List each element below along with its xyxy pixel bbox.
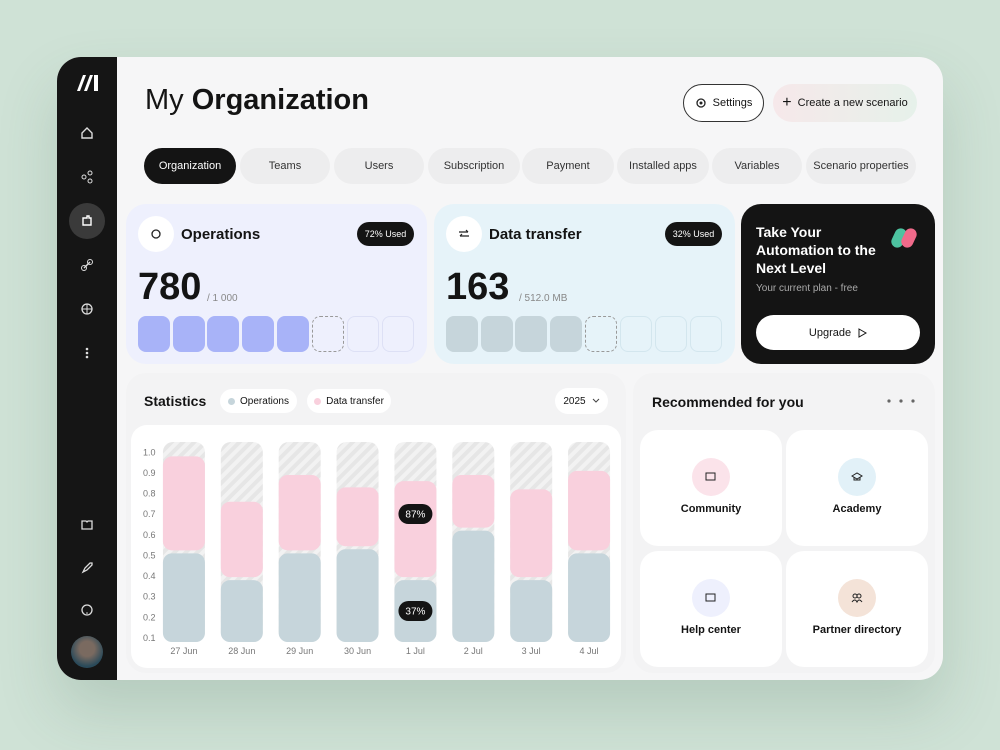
usage-value: 163	[446, 266, 510, 308]
usage-limit: / 512.0 MB	[519, 293, 568, 304]
more-icon[interactable]	[69, 335, 105, 371]
link-icon[interactable]	[69, 247, 105, 283]
usage-block	[620, 316, 652, 352]
tab[interactable]: Subscription	[428, 148, 520, 184]
recommendation-card[interactable]: Help center	[640, 551, 782, 667]
usage-block	[277, 316, 309, 352]
legend-label: Data transfer	[326, 395, 384, 407]
promo-logo	[891, 228, 917, 248]
recommendation-card[interactable]: Community	[640, 430, 782, 546]
usage-limit: / 1 000	[207, 293, 238, 304]
create-button[interactable]: + Create a new scenario	[773, 84, 917, 122]
tab[interactable]: Installed apps	[617, 148, 709, 184]
sidebar	[57, 57, 117, 680]
tab[interactable]: Organization	[144, 148, 236, 184]
avatar[interactable]	[71, 636, 103, 668]
recommendation-card[interactable]: Partner directory	[786, 551, 928, 667]
promo-subtitle: Your current plan - free	[756, 283, 858, 294]
usage-block	[515, 316, 547, 352]
title-bold: Organization	[191, 84, 369, 116]
tab[interactable]: Scenario properties	[806, 148, 916, 184]
help-icon[interactable]	[69, 592, 105, 628]
legend-item[interactable]: Operations	[220, 389, 297, 413]
more-dots[interactable]	[885, 397, 917, 405]
usage-value: 780	[138, 266, 202, 308]
operations-icon	[138, 216, 174, 252]
legend-label: Operations	[240, 395, 289, 407]
usage-block	[655, 316, 687, 352]
home-icon[interactable]	[69, 115, 105, 151]
item-label: Community	[680, 503, 742, 515]
usage-block	[207, 316, 239, 352]
item-label: Help center	[681, 624, 741, 636]
panel-title: Statistics	[144, 393, 207, 409]
globe-icon[interactable]	[69, 291, 105, 327]
usage-block	[446, 316, 478, 352]
year-label: 2025	[563, 395, 586, 407]
usage-block	[382, 316, 414, 352]
docs-icon[interactable]	[69, 507, 105, 543]
settings-label: Settings	[712, 97, 753, 109]
tab[interactable]: Payment	[522, 148, 614, 184]
card-title: Operations	[181, 226, 261, 243]
apps-icon[interactable]	[69, 203, 105, 239]
chart-area	[131, 425, 621, 668]
usage-block	[550, 316, 582, 352]
usage-badge: 72% Used	[357, 222, 414, 246]
operations-card: Operations 72% Used 780 / 1 000	[126, 204, 427, 364]
usage-block	[347, 316, 379, 352]
logo	[77, 75, 98, 91]
item-icon	[838, 458, 876, 496]
year-select[interactable]: 2025	[555, 388, 608, 414]
usage-block	[138, 316, 170, 352]
item-icon	[838, 579, 876, 617]
panel-title: Recommended for you	[652, 394, 804, 410]
usage-block	[690, 316, 722, 352]
create-label: Create a new scenario	[797, 97, 908, 109]
usage-block	[585, 316, 617, 352]
upgrade-label: Upgrade	[808, 326, 852, 339]
promo-title: Take Your Automation to the Next Level	[756, 224, 876, 276]
data-transfer-card: Data transfer 32% Used 163 / 512.0 MB	[434, 204, 735, 364]
title-light: My	[145, 84, 184, 116]
recommendation-card[interactable]: Academy	[786, 430, 928, 546]
statistics-panel: Statistics Operations Data transfer 2025	[126, 373, 626, 673]
usage-badge: 32% Used	[665, 222, 722, 246]
tab[interactable]: Users	[334, 148, 424, 184]
tab[interactable]: Variables	[712, 148, 802, 184]
usage-block	[242, 316, 274, 352]
item-label: Academy	[832, 503, 882, 515]
legend-item[interactable]: Data transfer	[307, 389, 391, 413]
settings-button[interactable]: Settings	[683, 84, 764, 122]
transfer-icon	[446, 216, 482, 252]
item-icon	[692, 458, 730, 496]
tab[interactable]: Teams	[240, 148, 330, 184]
rocket-icon[interactable]	[69, 550, 105, 586]
share-icon[interactable]	[69, 159, 105, 195]
page-title: My Organization	[145, 84, 369, 117]
recommended-panel: Recommended for you Community Academy He…	[633, 373, 935, 673]
item-icon	[692, 579, 730, 617]
upgrade-button[interactable]: Upgrade	[756, 315, 920, 350]
usage-block	[173, 316, 205, 352]
usage-block	[481, 316, 513, 352]
promo-card: Take Your Automation to the Next Level Y…	[741, 204, 935, 364]
card-title: Data transfer	[489, 226, 582, 243]
item-label: Partner directory	[812, 624, 902, 636]
usage-block	[312, 316, 344, 352]
